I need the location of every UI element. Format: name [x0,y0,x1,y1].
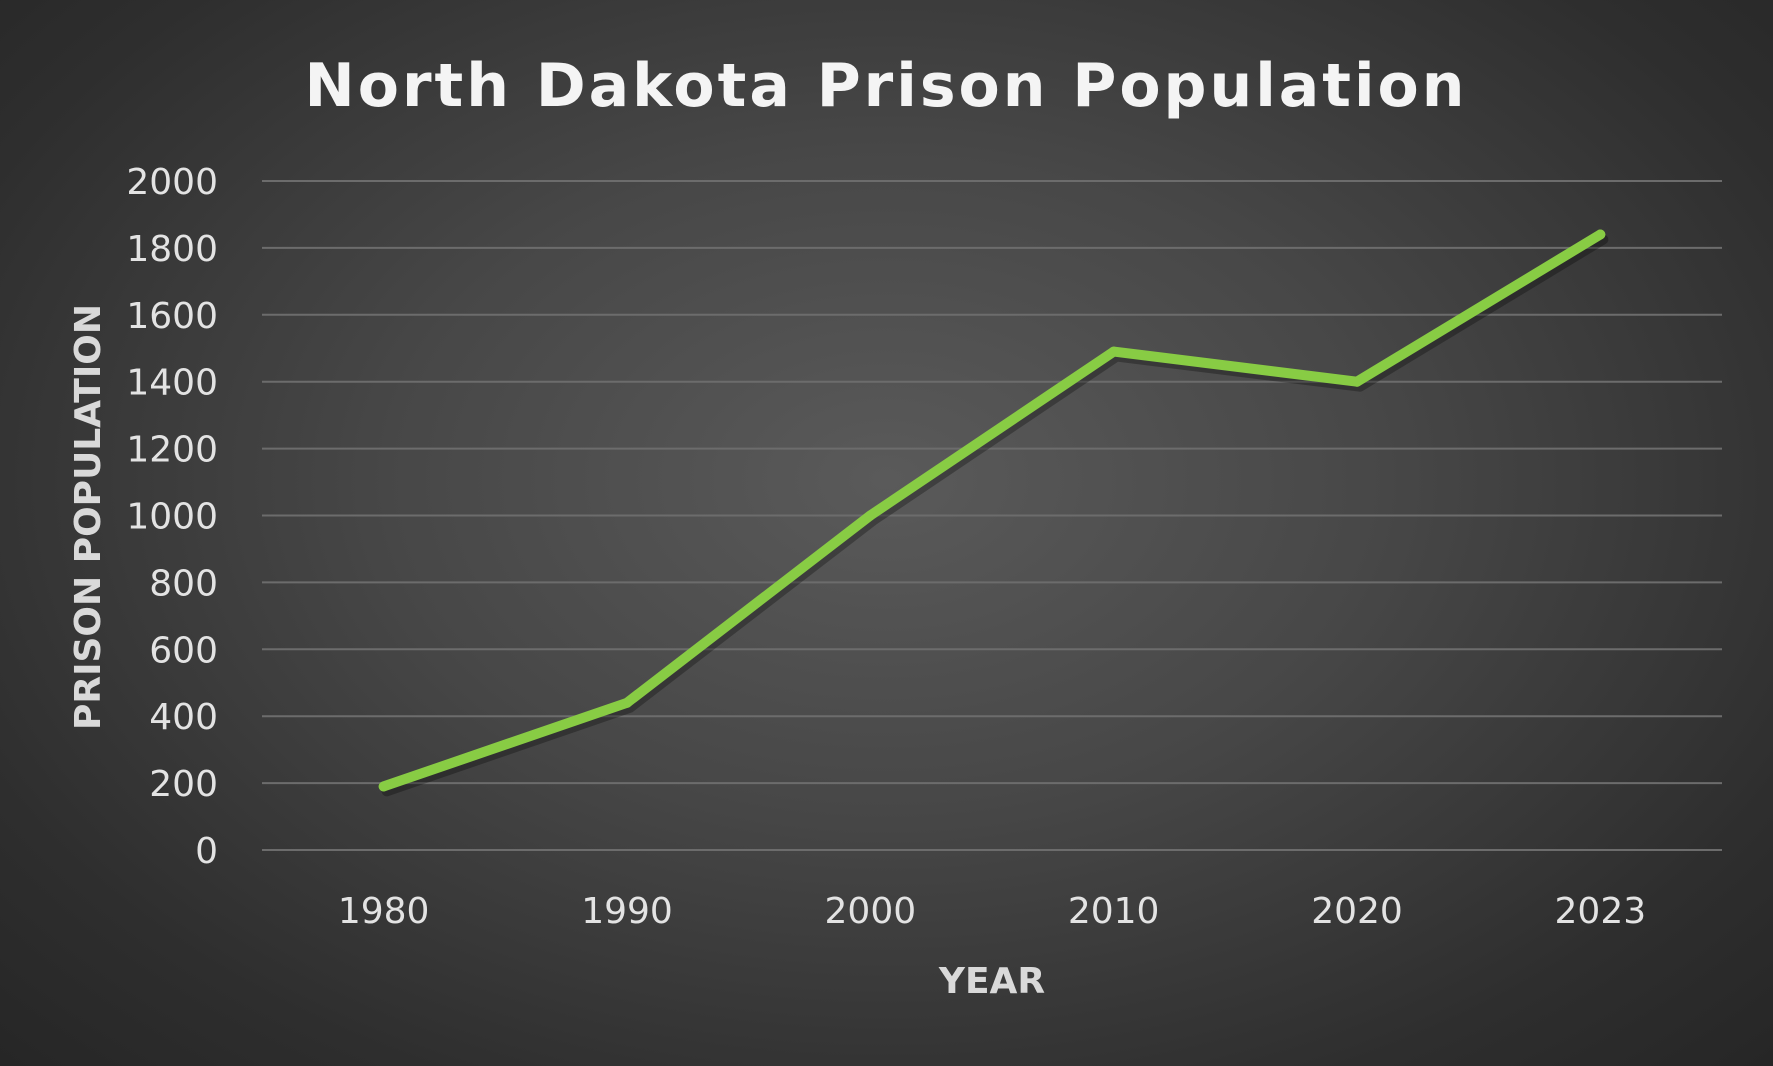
data-point-2020 [1352,376,1362,387]
series-line [378,229,1606,792]
x-tick-label: 1980 [338,891,430,932]
x-tick-labels: 1980 1990 2000 2010 2020 2023 [338,891,1646,932]
y-tick-label: 600 [149,630,218,671]
y-tick-label: 400 [149,697,218,738]
x-tick-label: 2020 [1311,891,1403,932]
y-tick-labels: 0 200 400 600 800 1000 1200 1400 1600 1800 2000 [126,162,218,872]
y-axis-title: PRISON POPULATION [68,304,109,730]
x-tick-label: 1990 [581,891,673,932]
y-tick-label: 0 [195,831,218,872]
x-tick-label: 2010 [1068,891,1160,932]
y-tick-label: 200 [149,764,218,805]
data-point-1990 [622,697,632,708]
y-tick-label: 1800 [126,229,218,270]
y-tick-label: 1400 [126,363,218,404]
y-tick-label: 1200 [126,430,218,471]
chart-title: North Dakota Prison Population [305,51,1468,121]
x-tick-label: 2023 [1555,891,1647,932]
data-point-2000 [865,510,876,521]
series-layer [378,229,1609,797]
data-point-2010 [1108,346,1119,357]
x-tick-label: 2000 [825,891,917,932]
x-axis-title: YEAR [938,961,1045,1002]
data-point-2023 [1595,229,1606,240]
gridlines [262,180,1722,851]
y-tick-label: 800 [149,563,218,604]
y-tick-label: 2000 [126,162,218,203]
data-point-1980 [378,781,389,792]
y-tick-label: 1600 [126,296,218,337]
series-line-shadow [381,234,1609,797]
y-tick-label: 1000 [126,497,218,538]
